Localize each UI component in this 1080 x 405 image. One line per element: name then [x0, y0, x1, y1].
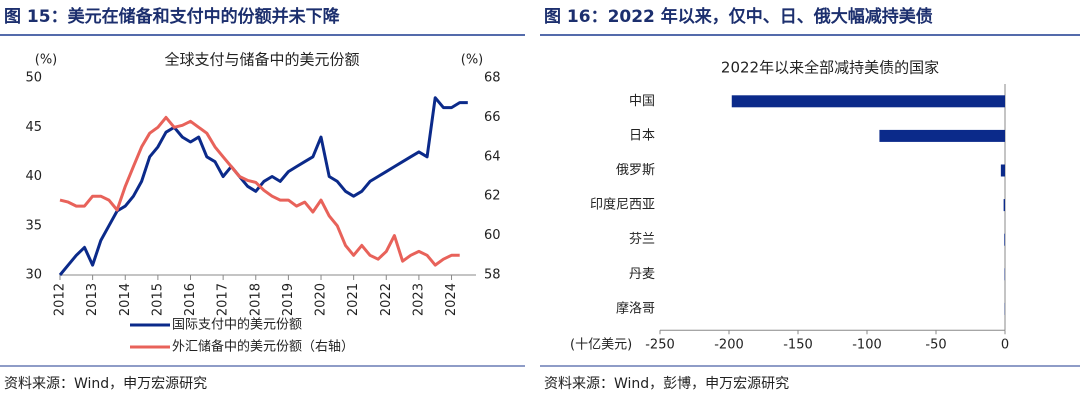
- x-tick-label: -150: [783, 338, 813, 353]
- x-tick-label: 2020: [314, 283, 329, 316]
- bar: [1004, 233, 1005, 246]
- x-tick-label: 2014: [118, 283, 133, 316]
- chart-title: 2022年以来全部减持美债的国家: [721, 59, 939, 77]
- x-tick-label: 0: [1001, 338, 1009, 353]
- x-tick-label: 2016: [183, 283, 198, 316]
- category-label: 芬兰: [629, 232, 655, 247]
- x-tick-label: 2019: [281, 283, 296, 316]
- y-tick-label: 40: [25, 169, 42, 184]
- x-tick-label: -100: [852, 338, 882, 353]
- y2-tick-label: 68: [484, 71, 501, 86]
- x-tick-label: 2017: [216, 283, 231, 316]
- y-tick-label: 45: [25, 120, 42, 135]
- x-tick-label: 2023: [411, 283, 426, 316]
- series-line: [58, 96, 468, 276]
- x-tick-label: 2024: [444, 283, 459, 316]
- legend-label: 国际支付中的美元份额: [172, 317, 302, 333]
- y2-tick-label: 58: [484, 268, 501, 283]
- x-tick-label: 2022: [379, 283, 394, 316]
- x-tick-label: -200: [714, 338, 744, 353]
- y2-tick-label: 66: [484, 110, 501, 125]
- bar: [879, 129, 1005, 142]
- y-tick-label: 50: [25, 71, 42, 86]
- chart-title: 全球支付与储备中的美元份额: [164, 51, 359, 69]
- figure-header: 图 16：2022 年以来，仅中、日、俄大幅减持美债: [544, 6, 933, 27]
- series-line: [59, 115, 460, 267]
- category-label: 日本: [629, 128, 655, 143]
- x-axis-label: (十亿美元): [570, 338, 632, 353]
- y2-tick-label: 64: [484, 149, 501, 164]
- bar: [1000, 164, 1005, 177]
- y2-tick-label: 60: [484, 228, 501, 243]
- x-tick-label: 2018: [248, 283, 263, 316]
- y-tick-label: 35: [25, 218, 42, 233]
- x-tick-label: 2012: [53, 283, 68, 316]
- figure-header: 图 15：美元在储备和支付中的份额并未下降: [4, 6, 341, 27]
- x-tick-label: 2021: [346, 283, 361, 316]
- x-tick-label: 2015: [150, 283, 165, 316]
- category-label: 中国: [629, 94, 655, 109]
- bar: [1003, 199, 1005, 212]
- y-tick-label: 30: [25, 268, 42, 283]
- legend-label: 外汇储备中的美元份额（右轴）: [172, 339, 354, 355]
- y2-tick-label: 62: [484, 189, 501, 204]
- category-label: 摩洛哥: [616, 300, 655, 316]
- category-label: 俄罗斯: [616, 163, 655, 178]
- source-note: 资料来源：Wind，申万宏源研究: [4, 376, 207, 392]
- x-tick-label: 2013: [85, 283, 100, 316]
- x-tick-label: -50: [925, 338, 946, 353]
- y-axis-label: (%): [35, 53, 58, 68]
- bar: [731, 95, 1005, 108]
- x-tick-label: -250: [645, 338, 675, 353]
- y2-axis-label: (%): [461, 53, 484, 68]
- category-label: 丹麦: [629, 267, 655, 282]
- source-note: 资料来源：Wind，彭博，申万宏源研究: [544, 375, 789, 392]
- category-label: 印度尼西亚: [590, 197, 655, 213]
